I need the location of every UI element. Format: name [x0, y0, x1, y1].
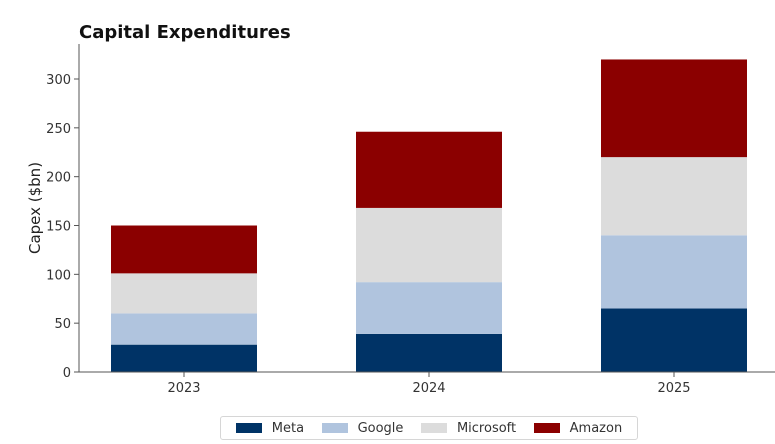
legend-item-amazon: Amazon [533, 420, 623, 436]
bar-google-2025 [601, 235, 747, 309]
x-tick-label: 2023 [167, 381, 200, 396]
legend-swatch [321, 423, 348, 433]
legend-item-microsoft: Microsoft [420, 420, 517, 436]
legend-label: Microsoft [456, 420, 517, 436]
bar-google-2024 [356, 282, 502, 334]
y-tick-label: 100 [46, 268, 71, 283]
bar-microsoft-2025 [601, 157, 747, 236]
y-tick-label: 200 [46, 171, 71, 186]
y-tick-label: 300 [46, 73, 71, 88]
bar-meta-2024 [356, 333, 502, 372]
x-axis: 2023 2024 2025 [167, 372, 691, 396]
bar-google-2023 [111, 313, 257, 345]
chart-title: Capital Expenditures [79, 22, 291, 43]
bar-meta-2023 [111, 344, 257, 372]
legend-label: Meta [271, 420, 305, 436]
legend-label: Amazon [569, 420, 623, 436]
legend-swatch [420, 423, 447, 433]
y-axis-label: Capex ($bn) [26, 162, 44, 254]
legend: Meta Google Microsoft Amazon [220, 416, 638, 440]
x-tick-label: 2024 [412, 381, 445, 396]
bars [111, 59, 747, 372]
bar-microsoft-2023 [111, 273, 257, 314]
legend-item-google: Google [321, 420, 404, 436]
legend-item-meta: Meta [235, 420, 305, 436]
bar-amazon-2024 [356, 131, 502, 208]
y-tick-label: 250 [46, 122, 71, 137]
bar-amazon-2025 [601, 59, 747, 158]
bar-amazon-2023 [111, 225, 257, 274]
y-tick-label: 150 [46, 220, 71, 235]
y-axis: 0 50 100 150 200 250 300 [46, 73, 79, 381]
x-tick-label: 2025 [657, 381, 690, 396]
bar-meta-2025 [601, 308, 747, 372]
legend-swatch [533, 423, 560, 433]
y-tick-label: 50 [54, 317, 71, 332]
legend-swatch [235, 423, 262, 433]
bar-microsoft-2024 [356, 207, 502, 283]
legend-label: Google [357, 420, 404, 436]
y-tick-label: 0 [63, 366, 71, 381]
